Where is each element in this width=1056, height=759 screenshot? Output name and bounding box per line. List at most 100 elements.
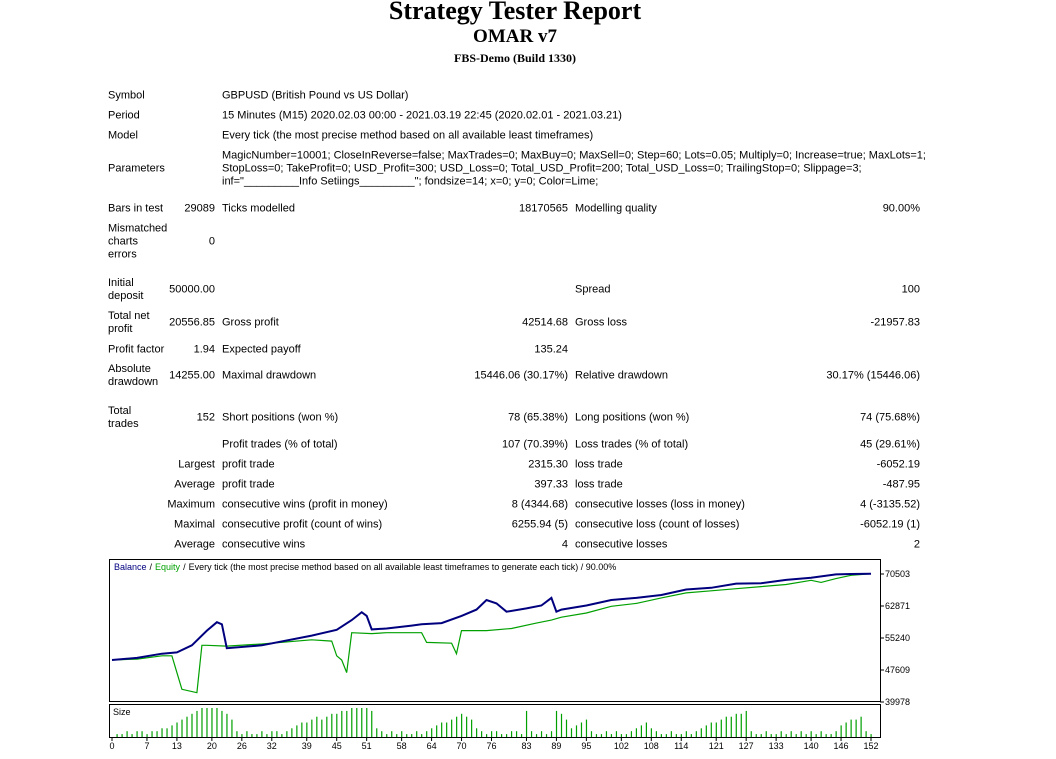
row-label: Symbol <box>108 89 145 102</box>
size-bar <box>615 731 618 737</box>
size-bar <box>720 719 722 737</box>
size-bar <box>840 725 842 737</box>
cell-value: 4 <box>561 538 568 551</box>
size-bar <box>585 719 588 737</box>
size-bar <box>421 734 423 737</box>
x-tick-label: 133 <box>769 741 784 751</box>
cell-value: 4 (-3135.52) <box>860 498 920 511</box>
size-bar <box>181 719 183 737</box>
size-bar <box>515 731 518 737</box>
cell-label: Ticks modelled <box>222 202 295 215</box>
size-bar <box>670 731 672 737</box>
series-line <box>111 572 872 661</box>
size-bar <box>416 731 418 737</box>
size-bar <box>760 734 762 737</box>
cell-label: Spread <box>575 283 611 296</box>
size-bar <box>870 734 872 737</box>
size-bar <box>505 734 508 737</box>
x-tick-label: 83 <box>521 741 531 751</box>
cell-label: consecutive loss (count of losses) <box>575 518 740 531</box>
size-bar <box>570 728 573 737</box>
size-bar <box>755 734 757 737</box>
size-bar <box>530 731 533 737</box>
size-bar <box>800 731 802 737</box>
size-bar <box>361 708 363 737</box>
cell-value: Maximal <box>174 518 215 531</box>
size-label: Size <box>113 707 131 717</box>
cell-value: 18170565 <box>519 202 568 215</box>
size-bar <box>810 731 812 737</box>
size-bar <box>306 722 308 737</box>
cell-label: Bars in test <box>108 202 164 215</box>
size-bar <box>366 708 368 737</box>
cell-label: profit trade <box>222 478 275 491</box>
series-line <box>111 573 872 694</box>
size-bar <box>805 734 807 737</box>
size-bar <box>451 719 453 737</box>
size-bar <box>680 734 682 737</box>
row-label: Parameters <box>108 162 165 175</box>
size-bar <box>710 722 712 737</box>
size-frame <box>109 704 881 738</box>
size-bar <box>655 731 657 737</box>
cell-value: Average <box>174 478 215 491</box>
cell-label: Maximal drawdown <box>222 369 317 382</box>
size-bar <box>211 708 213 737</box>
size-bar <box>346 710 348 737</box>
x-tick-label: 95 <box>581 741 591 751</box>
size-bar <box>580 722 583 737</box>
y-tick-label: 39978 <box>885 697 910 707</box>
size-bar <box>835 731 837 737</box>
size-bar <box>775 734 777 737</box>
size-bar <box>301 722 303 737</box>
size-bar <box>131 734 133 737</box>
row-value: GBPUSD (British Pound vs US Dollar) <box>222 89 409 102</box>
size-bar <box>236 731 238 737</box>
x-tick-label: 70 <box>457 741 467 751</box>
size-bar <box>281 734 283 737</box>
size-bar <box>675 734 677 737</box>
size-bar <box>750 731 752 737</box>
size-bar <box>201 708 203 737</box>
size-bar <box>495 731 498 737</box>
size-bar <box>161 728 163 737</box>
size-bar <box>356 708 358 737</box>
cell-value: 0 <box>208 235 215 248</box>
cell-label: Profit factor <box>108 343 165 356</box>
size-bar <box>830 734 832 737</box>
size-bar <box>540 731 543 737</box>
cell-value: 78 (65.38%) <box>508 411 568 424</box>
size-bar <box>735 713 737 737</box>
size-bar <box>196 710 198 737</box>
size-bar <box>486 734 488 737</box>
row-label: Period <box>108 109 140 122</box>
size-bar <box>535 734 538 737</box>
x-tick-label: 26 <box>237 741 247 751</box>
server-name: FBS-Demo (Build 1330) <box>453 51 576 65</box>
x-tick-label: 146 <box>834 741 849 751</box>
size-bar <box>141 731 143 737</box>
cell-label: Expected payoff <box>222 343 301 356</box>
chart-frame <box>109 559 881 702</box>
x-tick-label: 20 <box>207 741 217 751</box>
cell-label: Profit trades (% of total) <box>222 438 338 451</box>
cell-value: Largest <box>178 458 215 471</box>
size-bar <box>146 734 148 737</box>
size-bar <box>590 731 593 737</box>
size-bar <box>286 731 288 737</box>
legend-text: Balance <box>114 562 147 572</box>
cell-label: Initial deposit <box>108 277 144 302</box>
cell-value: 74 (75.68%) <box>860 411 920 424</box>
cell-label: consecutive wins (profit in money) <box>222 498 388 511</box>
size-bar <box>206 708 208 737</box>
size-bar <box>316 716 318 737</box>
size-bar <box>476 728 478 737</box>
x-tick-label: 13 <box>172 741 182 751</box>
x-tick-label: 121 <box>709 741 724 751</box>
size-bar <box>176 722 178 737</box>
size-bar <box>391 731 393 737</box>
cell-label: Modelling quality <box>575 202 657 215</box>
legend: Balance / Equity / Every tick (the most prec… <box>114 562 616 572</box>
x-tick-label: 32 <box>267 741 277 751</box>
